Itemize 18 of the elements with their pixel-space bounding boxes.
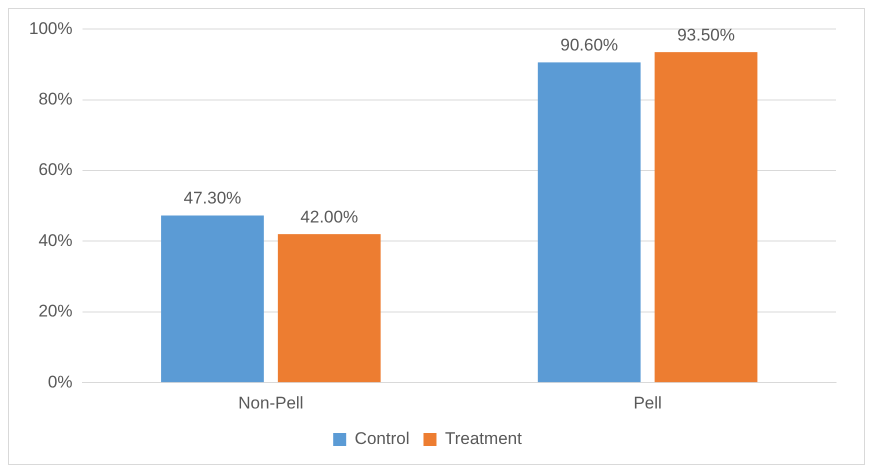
y-tick-label: 80% bbox=[38, 90, 72, 109]
y-tick-label: 60% bbox=[38, 160, 72, 180]
bar bbox=[538, 62, 641, 382]
y-tick-label: 40% bbox=[38, 230, 72, 250]
bar bbox=[654, 52, 758, 382]
y-tick-label: 100% bbox=[28, 18, 72, 38]
data-label: 93.50% bbox=[677, 25, 735, 44]
y-tick-label: 0% bbox=[48, 372, 72, 392]
x-tick-label: Non-Pell bbox=[238, 393, 304, 412]
y-tick-label: 20% bbox=[38, 302, 72, 321]
legend-label: Control bbox=[354, 429, 410, 448]
legend-label: Treatment bbox=[444, 429, 522, 448]
data-label: 90.60% bbox=[560, 36, 618, 55]
x-tick-label: Pell bbox=[633, 393, 662, 412]
data-label: 42.00% bbox=[300, 207, 358, 226]
bar bbox=[161, 215, 264, 382]
bar bbox=[278, 234, 381, 382]
data-label: 47.30% bbox=[184, 188, 242, 208]
